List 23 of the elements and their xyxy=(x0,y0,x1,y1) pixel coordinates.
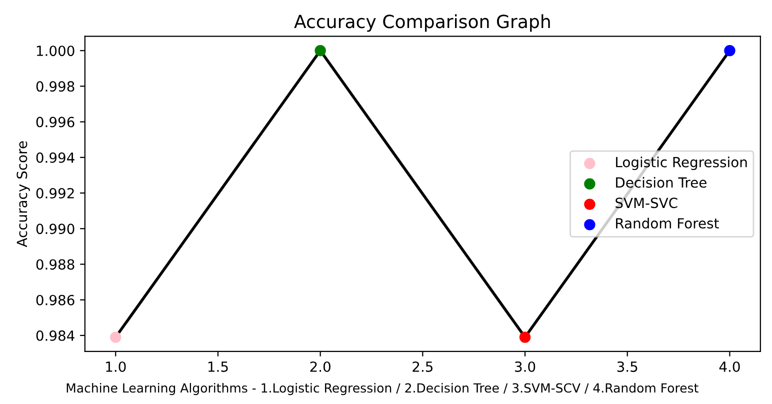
x-tick-label: 4.0 xyxy=(719,361,740,372)
legend-label: Random Forest xyxy=(616,218,719,229)
y-tick-label: 0.996 xyxy=(36,116,74,128)
y-tick-label: 0.984 xyxy=(36,330,74,341)
x-tick-label: 1.5 xyxy=(208,362,228,372)
x-tick-label: 3.5 xyxy=(617,361,638,372)
x-tick-label: 2.0 xyxy=(310,361,330,372)
x-tick-label: 3.0 xyxy=(515,361,536,372)
y-tick-label: 0.986 xyxy=(36,294,74,306)
x-tick-label: 2.5 xyxy=(412,361,432,372)
x-axis-title: Machine Learning Algorithms - 1.Logistic Regression / 2.Decision Tree / 3.SVM-SCV / 4.Random Forest xyxy=(66,382,698,396)
y-tick-label: 0.992 xyxy=(36,188,74,199)
y-axis-title: Accuracy Score xyxy=(16,141,30,248)
y-tick-label: 0.994 xyxy=(36,152,74,163)
legend-label: Decision Tree xyxy=(616,177,706,188)
y-tick-label: 0.990 xyxy=(36,224,74,234)
legend-label: SVM-SVC xyxy=(616,198,678,208)
y-tick-label: 0.998 xyxy=(36,81,74,92)
y-tick-label: 0.988 xyxy=(36,259,74,270)
y-tick-label: 1.000 xyxy=(36,46,74,56)
legend-label: Logistic Regression xyxy=(616,156,747,170)
x-tick-label: 1.0 xyxy=(106,361,126,372)
chart-title: Accuracy Comparison Graph xyxy=(294,14,550,32)
